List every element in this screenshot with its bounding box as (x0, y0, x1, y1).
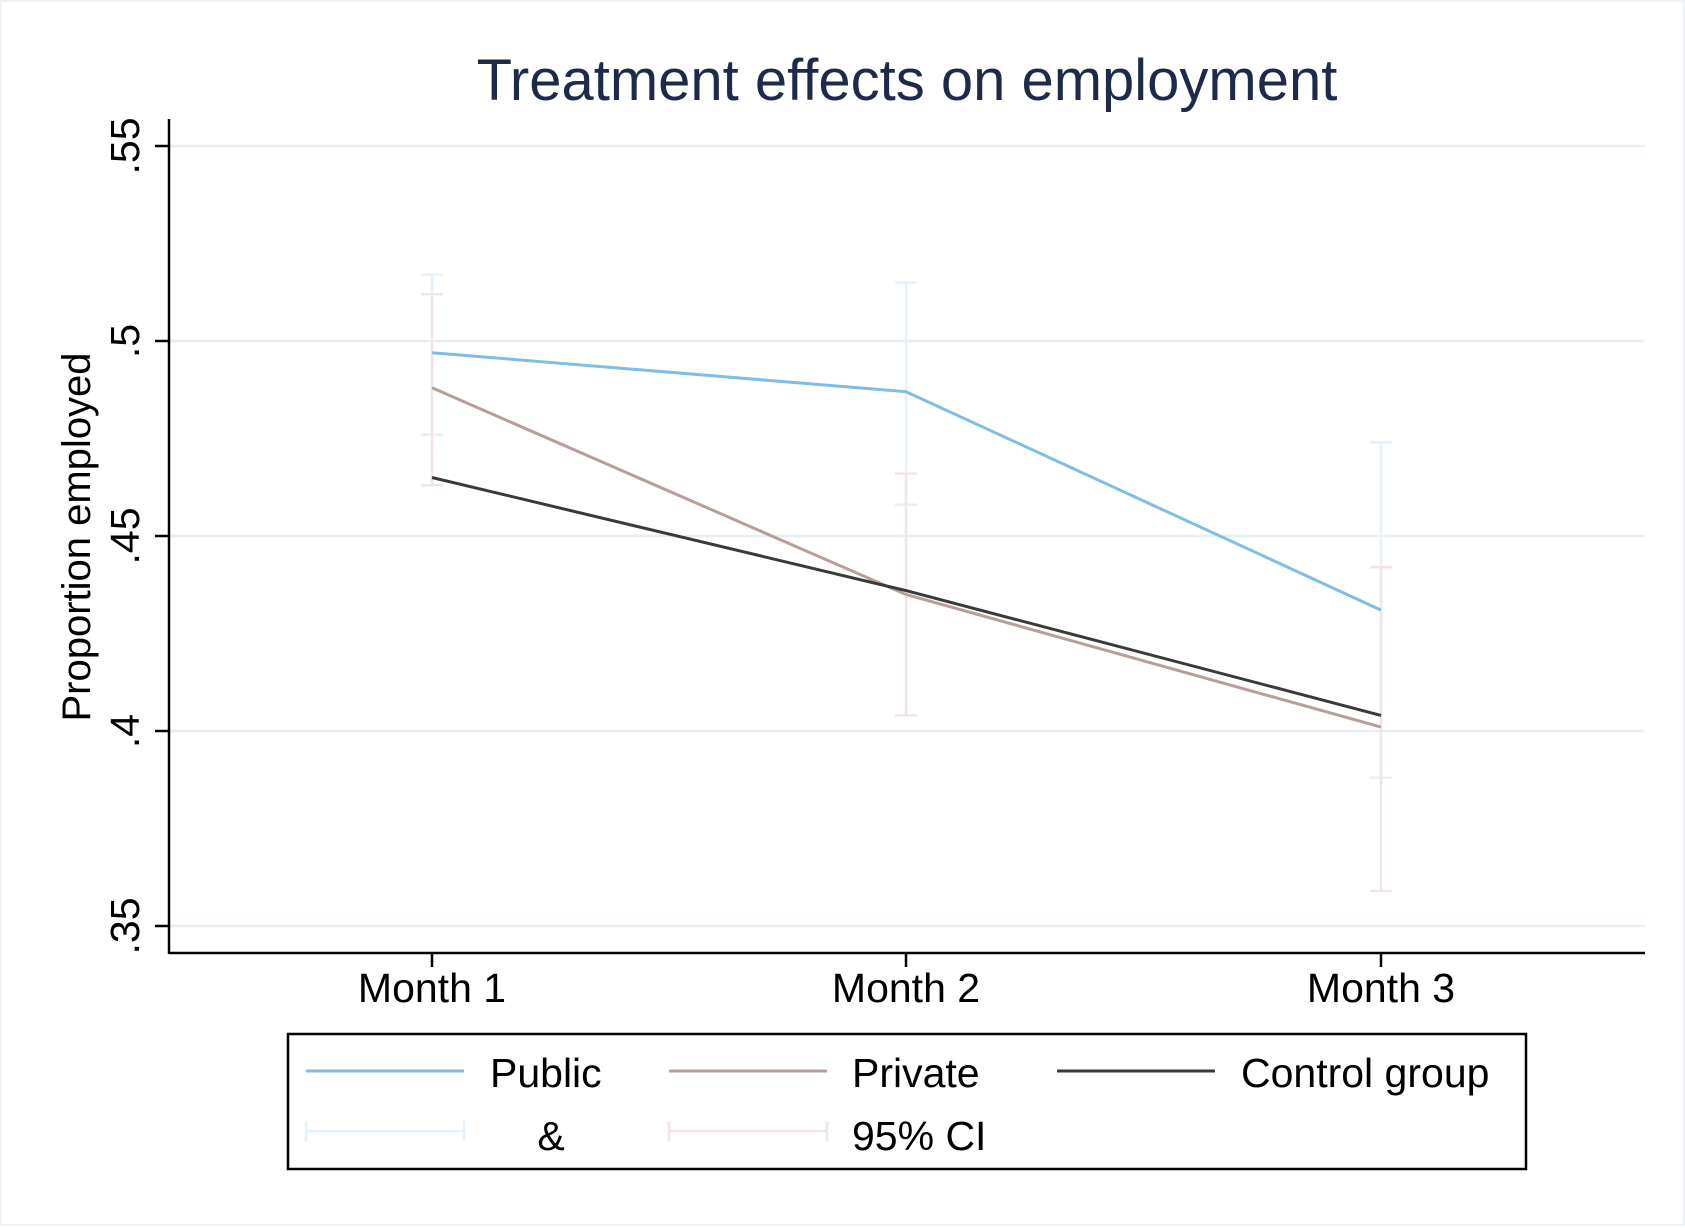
legend-label: Private (852, 1050, 980, 1096)
legend-label: Control group (1241, 1050, 1489, 1096)
ci-bar (421, 292, 443, 487)
chart-title: Treatment effects on employment (477, 48, 1338, 113)
x-ticks: Month 1 Month 2 Month 3 (358, 953, 1455, 1011)
legend-ci-key (667, 1121, 829, 1141)
series-line-public (431, 351, 1382, 612)
series-lines (431, 351, 1382, 729)
confidence-intervals (421, 273, 1392, 893)
y-tick-label: .4 (102, 714, 148, 748)
y-axis-label: Proportion employed (55, 352, 99, 721)
legend-ampersand: & (537, 1113, 564, 1159)
y-tick-label: .5 (102, 324, 148, 358)
legend-ci-key (304, 1121, 466, 1141)
legend-box (286, 1032, 1528, 1171)
legend-label: Public (490, 1050, 602, 1096)
y-ticks: .35 .4 .45 .5 .55 (102, 118, 169, 955)
y-tick-label: .45 (102, 508, 148, 565)
series-line-private (431, 386, 1382, 729)
x-tick-label: Month 1 (358, 965, 506, 1011)
ci-bar (1370, 565, 1392, 893)
y-tick-label: .35 (102, 898, 148, 955)
series-line-control-group (431, 476, 1382, 717)
y-tick-label: .55 (102, 118, 148, 175)
legend-ci-label: 95% CI (852, 1113, 986, 1159)
x-tick-label: Month 3 (1307, 965, 1455, 1011)
legend: Public Private Control group & 95% CI (286, 1032, 1528, 1171)
x-tick-label: Month 2 (832, 965, 980, 1011)
